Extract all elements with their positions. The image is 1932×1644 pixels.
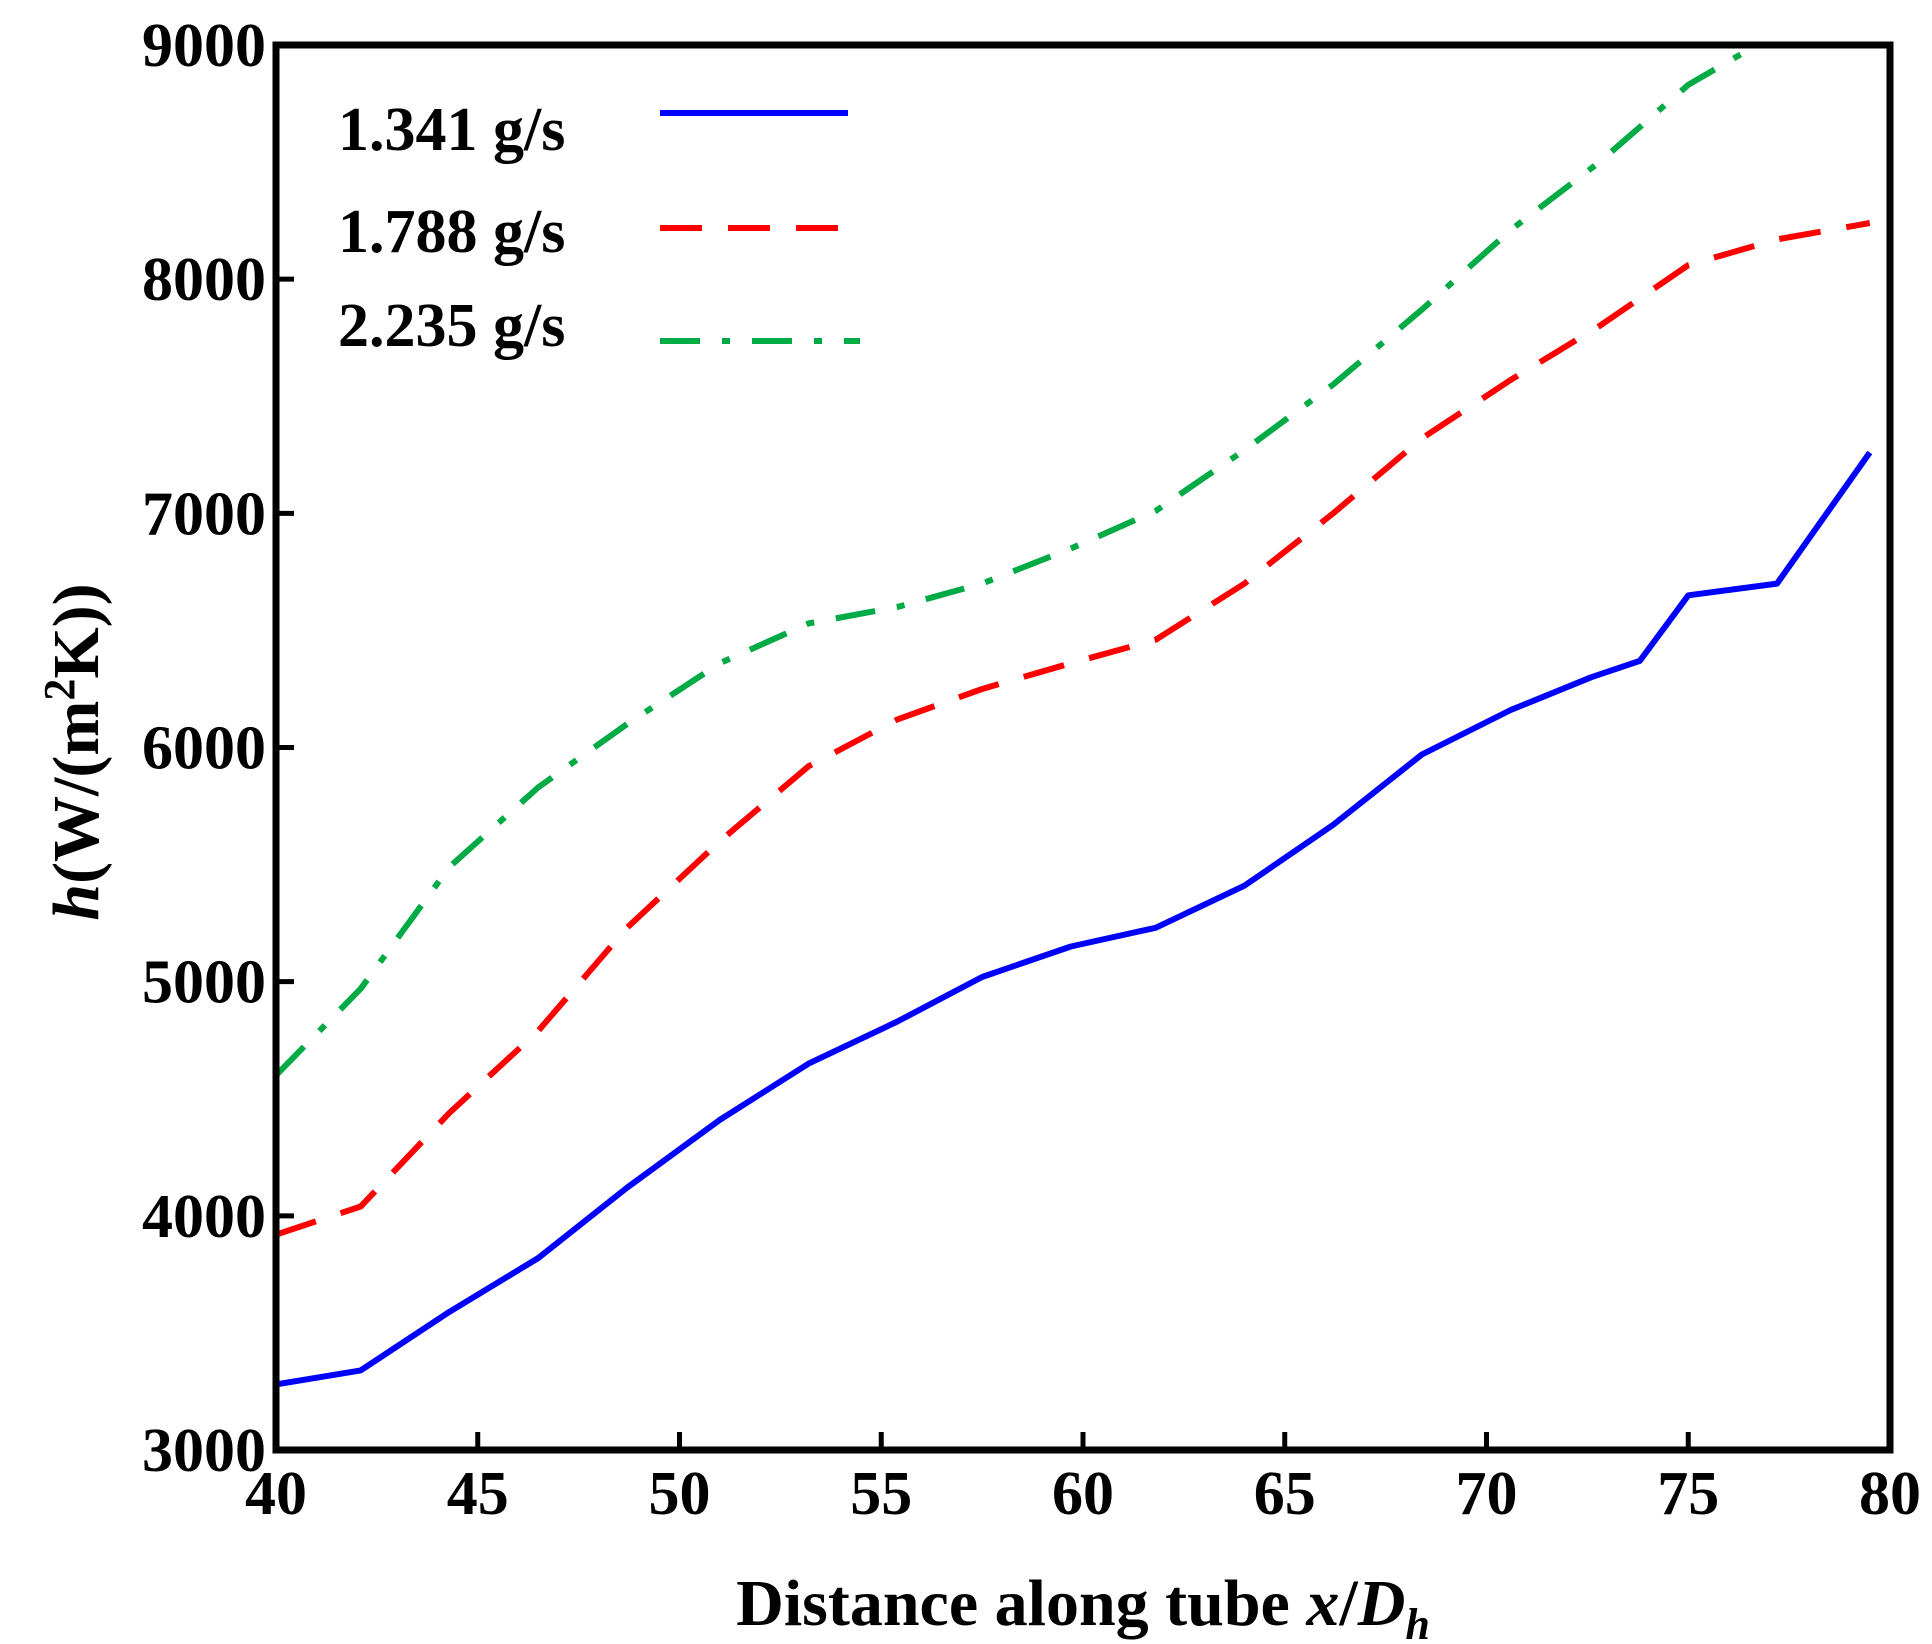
x-axis-ticks: 40 45 50 55 60 65 70 75 80 xyxy=(245,1432,1921,1528)
series-layer xyxy=(276,45,1873,1388)
x-title-slash: / xyxy=(1338,1567,1359,1640)
y-tick-label: 6000 xyxy=(142,715,266,783)
y-axis-ticks: 3000 4000 5000 6000 7000 8000 9000 xyxy=(142,12,294,1485)
y-tick-label: 8000 xyxy=(142,246,266,314)
y-tick-label: 9000 xyxy=(142,12,266,80)
legend-label-3: 2.235 g/s xyxy=(338,292,565,360)
legend: 1.341 g/s 1.788 g/s 2.235 g/s xyxy=(338,96,860,360)
x-tick-label: 40 xyxy=(245,1460,307,1528)
x-tick-label: 60 xyxy=(1052,1460,1114,1528)
y-title-close: K)) xyxy=(40,583,113,678)
legend-label-1: 1.341 g/s xyxy=(338,96,565,164)
series-line-1 xyxy=(276,450,1873,1388)
y-title-var: h xyxy=(40,884,113,921)
y-title-open: (W/(m xyxy=(40,701,113,884)
x-title-text: Distance along tube xyxy=(736,1567,1306,1640)
x-title-subscript: h xyxy=(1405,1600,1429,1644)
x-tick-label: 70 xyxy=(1456,1460,1518,1528)
y-tick-label: 3000 xyxy=(142,1417,266,1485)
y-tick-label: 4000 xyxy=(142,1183,266,1251)
x-tick-label: 50 xyxy=(649,1460,711,1528)
x-tick-label: 80 xyxy=(1859,1460,1921,1528)
x-title-var: x xyxy=(1305,1567,1339,1640)
x-title-symbol: D xyxy=(1357,1567,1406,1640)
y-tick-label: 7000 xyxy=(142,480,266,548)
series-line-3 xyxy=(276,45,1759,1078)
x-tick-label: 55 xyxy=(850,1460,912,1528)
x-tick-label: 65 xyxy=(1254,1460,1316,1528)
y-axis-title: h(W/(m2K)) xyxy=(35,583,113,920)
legend-label-2: 1.788 g/s xyxy=(338,198,565,266)
x-tick-label: 75 xyxy=(1657,1460,1719,1528)
y-title-superscript: 2 xyxy=(35,679,84,701)
x-axis-title: Distance along tube x/Dh xyxy=(736,1567,1430,1644)
series-line-2 xyxy=(276,220,1871,1238)
x-tick-label: 45 xyxy=(447,1460,509,1528)
y-tick-label: 5000 xyxy=(142,949,266,1017)
